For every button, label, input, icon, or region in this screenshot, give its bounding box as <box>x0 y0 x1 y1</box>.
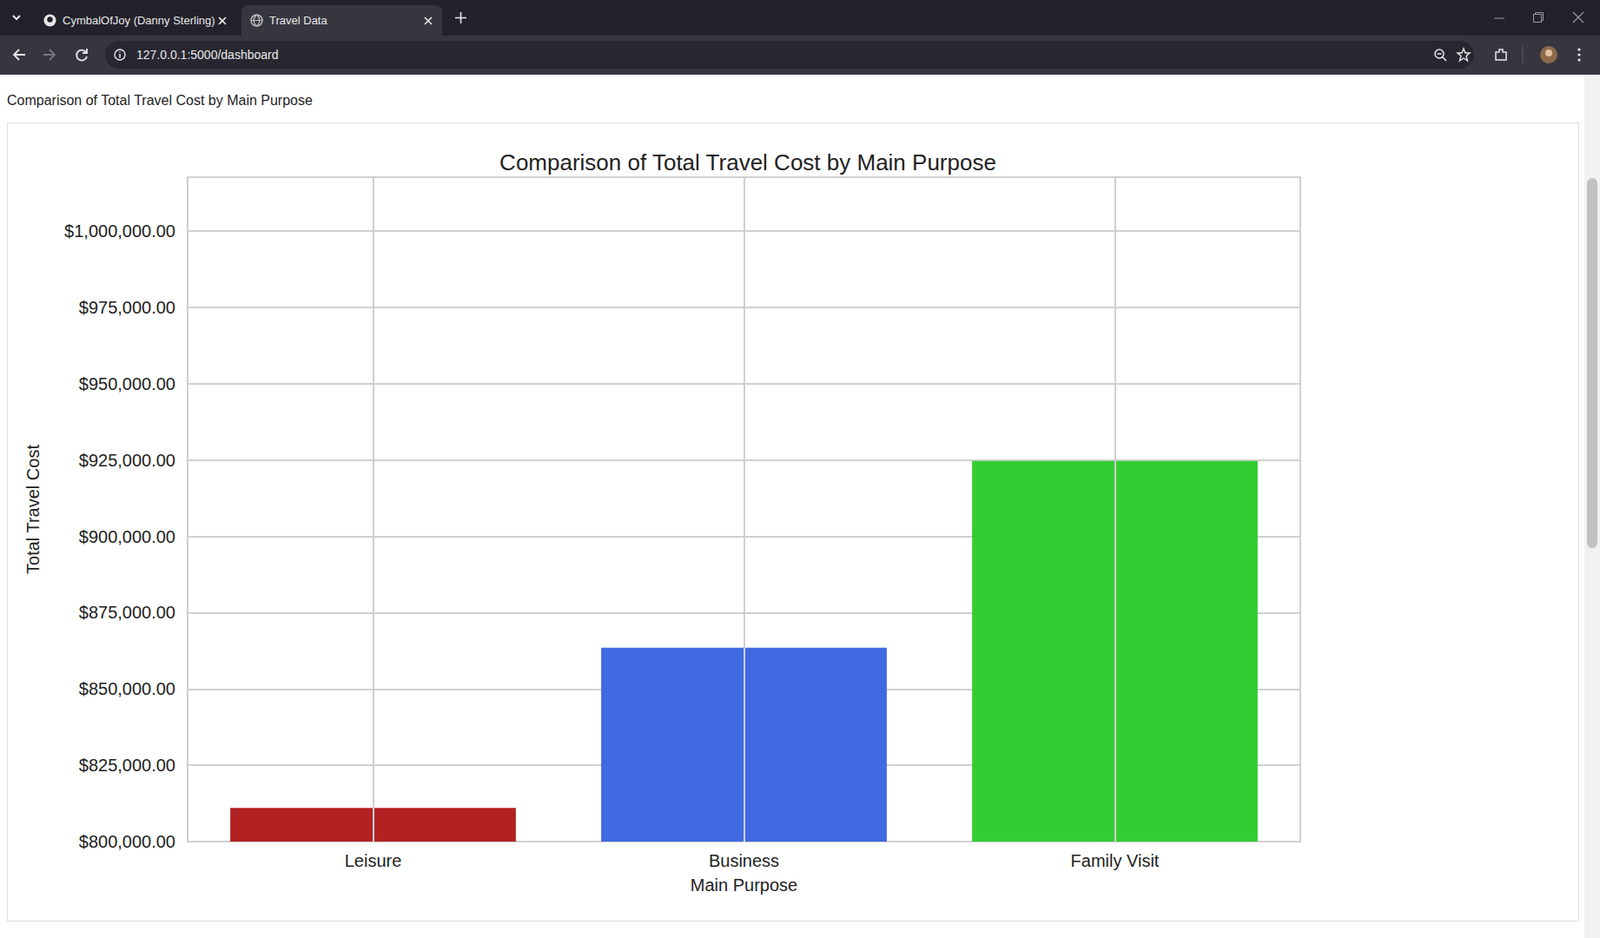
svg-text:$950,000.00: $950,000.00 <box>79 374 176 394</box>
svg-text:$1,000,000.00: $1,000,000.00 <box>64 221 176 241</box>
svg-text:$850,000.00: $850,000.00 <box>79 679 176 699</box>
svg-text:$900,000.00: $900,000.00 <box>79 527 176 547</box>
svg-text:$825,000.00: $825,000.00 <box>79 755 176 775</box>
svg-text:Total Travel Cost: Total Travel Cost <box>23 444 43 575</box>
svg-text:Main Purpose: Main Purpose <box>690 875 798 895</box>
svg-text:Leisure: Leisure <box>344 851 403 871</box>
svg-text:Family Visit: Family Visit <box>1071 851 1160 871</box>
html-text:Travel Data: Travel Data <box>269 13 328 27</box>
svg-text:Business: Business <box>708 851 780 871</box>
svg-text:$875,000.00: $875,000.00 <box>79 602 176 622</box>
svg-text:$975,000.00: $975,000.00 <box>79 297 176 318</box>
svg-text:$800,000.00: $800,000.00 <box>79 832 176 852</box>
html-text:127.0.0.1:5000/dashboard: 127.0.0.1:5000/dashboard <box>136 47 279 62</box>
svg-text:$925,000.00: $925,000.00 <box>79 450 176 470</box>
html-text:Comparison of Total Travel Cos: Comparison of Total Travel Cost by Main … <box>6 92 313 108</box>
svg-text:Comparison of Total Travel Cos: Comparison of Total Travel Cost by Main … <box>499 149 997 176</box>
html-text:CymbalOfJoy (Danny Sterling): CymbalOfJoy (Danny Sterling) <box>62 13 216 27</box>
